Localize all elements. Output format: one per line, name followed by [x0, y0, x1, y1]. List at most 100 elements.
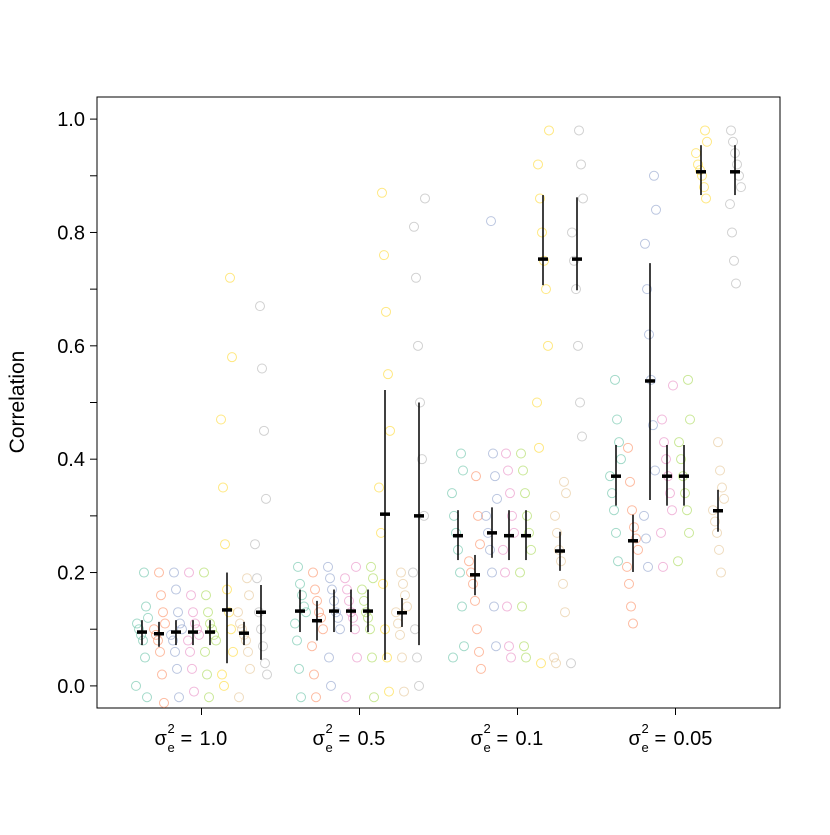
- point: [532, 397, 542, 408]
- point: [261, 493, 271, 504]
- point: [459, 641, 469, 652]
- point: [518, 465, 528, 476]
- point: [399, 686, 409, 697]
- point: [250, 539, 260, 550]
- point: [578, 193, 588, 204]
- point: [393, 618, 403, 629]
- point: [189, 686, 199, 697]
- point: [680, 488, 690, 499]
- point: [378, 578, 388, 589]
- point: [516, 448, 526, 459]
- point: [367, 652, 377, 663]
- point: [158, 607, 168, 618]
- y-tick-label: 0.0: [57, 676, 85, 698]
- point: [293, 561, 303, 572]
- point: [561, 488, 571, 499]
- point: [402, 601, 412, 612]
- x-tick-sub: e: [642, 740, 649, 755]
- point: [333, 612, 343, 623]
- point: [183, 635, 193, 646]
- point: [624, 578, 634, 589]
- point: [507, 510, 517, 521]
- point: [639, 510, 649, 521]
- point: [447, 488, 457, 499]
- point: [335, 624, 345, 635]
- point: [573, 340, 583, 351]
- point: [170, 646, 180, 657]
- point: [142, 692, 152, 703]
- point: [471, 471, 481, 482]
- point: [409, 221, 419, 232]
- point: [309, 669, 319, 680]
- point: [202, 669, 212, 680]
- y-axis-label: Correlation: [6, 351, 29, 454]
- point: [141, 601, 151, 612]
- point: [470, 595, 480, 606]
- point: [559, 476, 569, 487]
- point: [474, 646, 484, 657]
- point: [551, 658, 561, 669]
- point: [700, 125, 710, 136]
- point: [169, 567, 179, 578]
- point: [340, 573, 350, 584]
- point: [643, 561, 653, 572]
- point: [503, 465, 513, 476]
- point: [488, 448, 498, 459]
- point: [656, 527, 666, 538]
- point: [648, 420, 658, 431]
- point: [712, 527, 722, 538]
- point: [310, 584, 320, 595]
- point: [410, 624, 420, 635]
- point: [455, 567, 465, 578]
- point: [318, 624, 328, 635]
- point: [729, 255, 739, 266]
- point: [408, 567, 418, 578]
- point: [651, 204, 661, 215]
- point: [325, 573, 335, 584]
- point: [226, 624, 236, 635]
- point: [685, 414, 695, 425]
- point: [457, 601, 467, 612]
- point: [359, 595, 369, 606]
- point: [311, 692, 321, 703]
- point: [352, 652, 362, 663]
- x-tick-label: 0.5: [358, 728, 386, 750]
- point: [258, 641, 268, 652]
- x-tick-label: 1.0: [200, 728, 228, 750]
- point: [342, 584, 352, 595]
- x-tick-sup: 2: [326, 721, 333, 736]
- point: [203, 607, 213, 618]
- point: [485, 544, 495, 555]
- x-tick-sub: e: [326, 740, 333, 755]
- point: [676, 454, 686, 465]
- point: [501, 448, 511, 459]
- point: [716, 567, 726, 578]
- point: [607, 488, 617, 499]
- point: [172, 663, 182, 674]
- point: [611, 527, 621, 538]
- point: [227, 352, 237, 363]
- point: [395, 629, 405, 640]
- point: [506, 652, 516, 663]
- point: [244, 590, 254, 601]
- point: [644, 329, 654, 340]
- point: [396, 567, 406, 578]
- point: [487, 567, 497, 578]
- point: [218, 482, 228, 493]
- point: [631, 533, 641, 544]
- point: [661, 454, 671, 465]
- point: [701, 193, 711, 204]
- point: [726, 125, 736, 136]
- point: [719, 493, 729, 504]
- point: [383, 369, 393, 380]
- point: [379, 250, 389, 261]
- point: [157, 669, 167, 680]
- point: [616, 454, 626, 465]
- point: [731, 278, 741, 289]
- point: [717, 482, 727, 493]
- x-tick-relation: =: [655, 728, 667, 750]
- point: [296, 692, 306, 703]
- point: [728, 136, 738, 147]
- point: [498, 544, 508, 555]
